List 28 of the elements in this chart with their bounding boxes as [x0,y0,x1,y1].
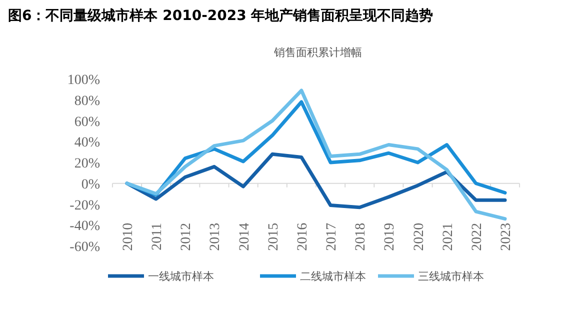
x-tick-label: 2020 [412,222,427,251]
x-tick-label: 2016 [295,222,310,251]
x-tick-label: 2014 [237,222,252,251]
y-tick-label: 60% [74,114,100,130]
y-tick-label: 40% [74,136,100,151]
x-tick-label: 2015 [266,222,282,251]
x-tick-label: 2010 [121,222,136,251]
x-tick-label: 2018 [354,222,369,251]
y-tick-label: 0% [81,177,100,192]
y-tick-label: -20% [70,198,100,214]
y-tick-label: -60% [70,240,100,255]
x-tick-label: 2013 [208,222,224,251]
legend-label: 二线城市样本 [300,270,366,283]
y-tick-label: 100% [67,73,100,88]
x-tick-label: 2021 [440,222,456,251]
y-tick-label: -40% [70,219,100,234]
legend-label: 三线城市样本 [418,270,484,283]
y-tick-label: 80% [74,94,100,109]
chart-subtitle: 销售面积累计增幅 [273,46,362,59]
x-tick-label: 2022 [470,222,485,251]
x-tick-label: 2011 [150,222,166,250]
x-tick-label: 2023 [499,222,514,251]
x-tick-label: 2012 [179,222,194,251]
x-tick-label: 2017 [324,222,340,251]
legend-label: 一线城市样本 [148,270,214,283]
chart-title: 图6：不同量级城市样本 2010-2023 年地产销售面积呈现不同趋势 [8,7,434,24]
y-tick-label: 20% [74,156,100,172]
x-tick-label: 2019 [382,222,398,251]
